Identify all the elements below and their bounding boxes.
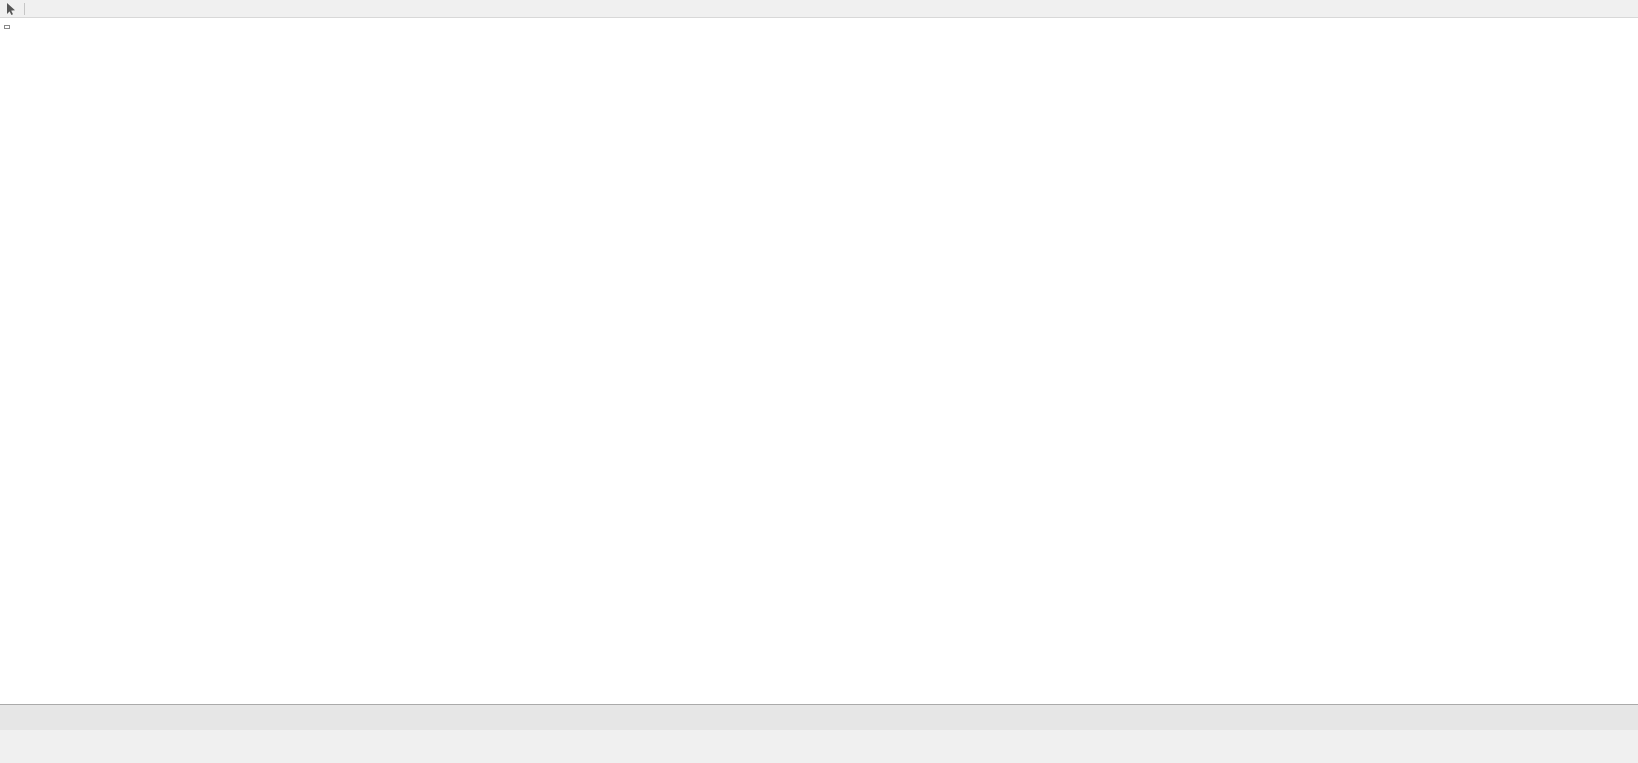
chart-canvas[interactable] <box>0 18 1638 704</box>
chart-header <box>4 25 45 29</box>
toolbar-separator <box>24 2 25 15</box>
chart-tabs-bar <box>0 704 1638 730</box>
chart-panel <box>0 18 1638 704</box>
status-strip <box>0 730 1638 763</box>
symbol-dropdown-button[interactable] <box>4 25 10 29</box>
cursor-icon[interactable] <box>3 2 19 16</box>
timeframe-toolbar <box>0 0 1638 18</box>
